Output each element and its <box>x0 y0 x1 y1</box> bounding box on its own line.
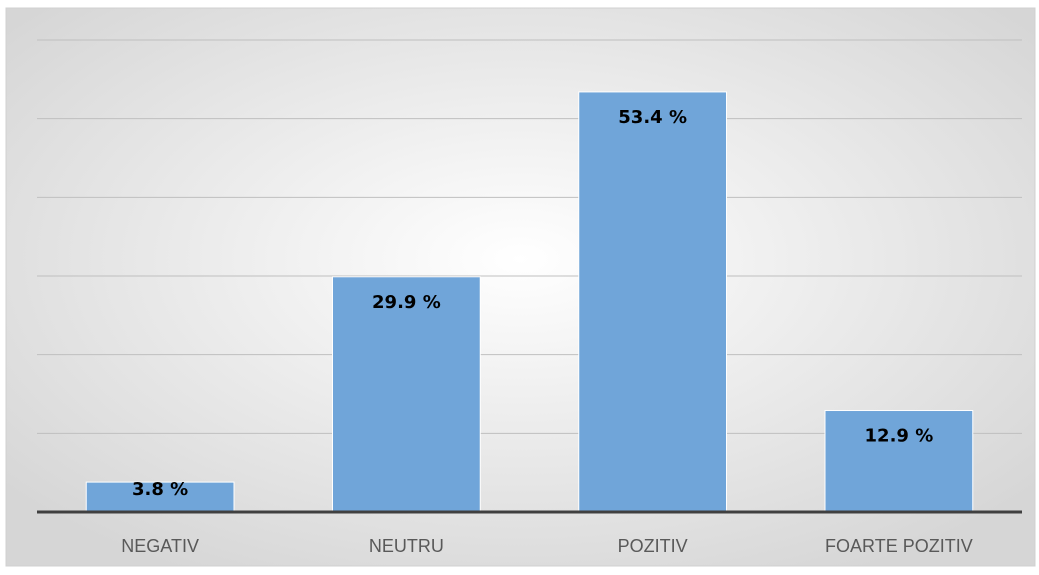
bar <box>824 410 974 513</box>
value-label: 3.8 % <box>132 479 188 500</box>
x-tick-label: NEGATIV <box>121 536 199 556</box>
value-label: 29.9 % <box>372 292 441 313</box>
x-tick-label: NEUTRU <box>369 536 444 556</box>
value-label: 53.4 % <box>618 107 687 128</box>
bar <box>578 91 727 513</box>
value-label: 12.9 % <box>865 426 934 447</box>
x-tick-label: FOARTE POZITIV <box>825 536 973 556</box>
bar <box>332 276 481 513</box>
bar <box>85 481 235 513</box>
x-tick-label: POZITIV <box>618 536 688 556</box>
